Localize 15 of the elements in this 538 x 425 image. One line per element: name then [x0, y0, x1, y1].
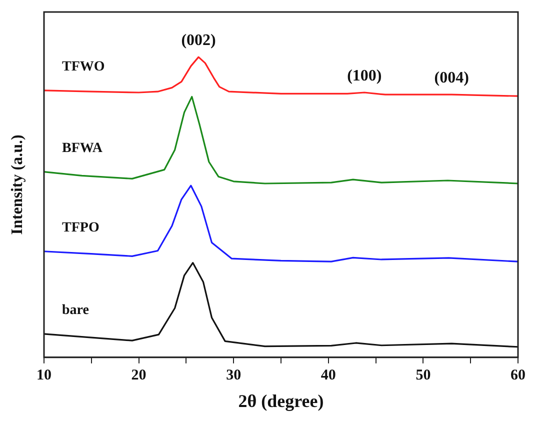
- series-label: TFWO: [62, 59, 105, 74]
- x-tick-label: 60: [510, 367, 526, 384]
- x-tick-label: 10: [36, 367, 52, 384]
- x-tick-label: 30: [226, 367, 242, 384]
- annotation: (002): [181, 32, 216, 50]
- y-axis-title: Intensity (a.u.): [9, 134, 26, 235]
- x-tick-label: 40: [320, 367, 336, 384]
- series-label: TFPO: [62, 220, 100, 236]
- series-label: BFWA: [62, 140, 104, 156]
- series-label: bare: [62, 302, 89, 318]
- x-axis-title: 2θ (degree): [238, 390, 324, 411]
- x-tick-label: 50: [416, 367, 431, 384]
- x-tick-label: 20: [131, 367, 146, 384]
- annotation: (004): [434, 70, 469, 87]
- annotation: (100): [347, 67, 382, 84]
